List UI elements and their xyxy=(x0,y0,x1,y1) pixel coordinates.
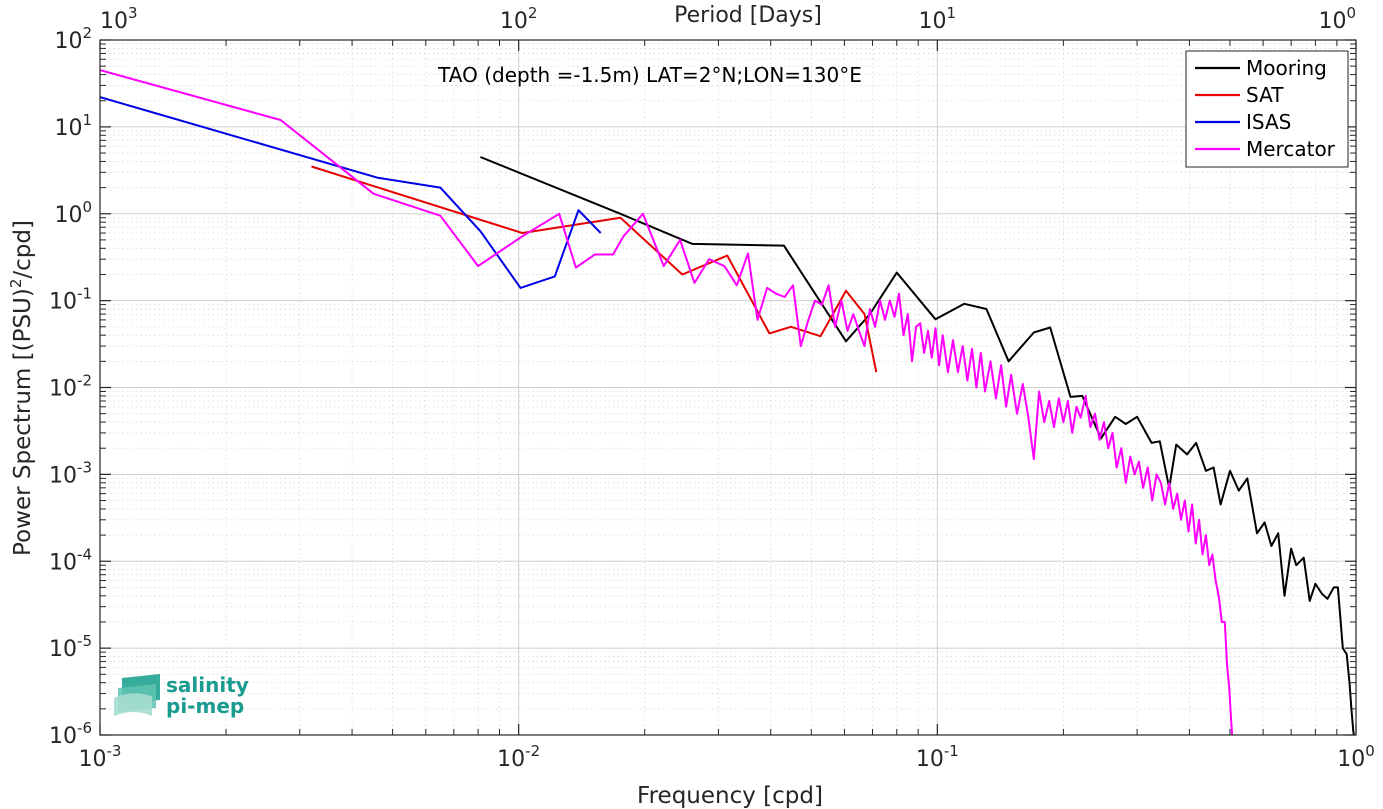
y-tick-base: 10 xyxy=(49,637,77,662)
x-tick-base: 10 xyxy=(916,747,944,772)
x-tick-base: 10 xyxy=(497,747,525,772)
top-tick-base: 10 xyxy=(100,9,128,34)
y-tick-exp: -4 xyxy=(77,545,92,563)
y-tick-exp: -1 xyxy=(77,285,92,303)
legend-label-sat: SAT xyxy=(1246,83,1284,107)
logo-text-salinity: salinity xyxy=(166,673,249,697)
x-tick-label: 10-2 xyxy=(497,742,540,772)
y-tick-label: 10-6 xyxy=(49,719,92,749)
top-tick-base: 10 xyxy=(500,9,528,34)
legend-label-mercator: Mercator xyxy=(1246,137,1336,161)
y-tick-base: 10 xyxy=(49,463,77,488)
series-line-mercator xyxy=(100,69,1234,735)
y-tick-base: 10 xyxy=(49,290,77,315)
logo-text-pimep: pi-mep xyxy=(166,694,244,718)
series-line-isas xyxy=(100,96,602,289)
y-tick-label: 10-2 xyxy=(49,372,92,402)
top-tick-label: 100 xyxy=(1318,4,1356,34)
y-tick-label: 100 xyxy=(54,198,92,228)
legend: Mooring SAT ISAS Mercator xyxy=(1185,50,1349,168)
x-tick-exp: -2 xyxy=(525,742,540,760)
y-tick-exp: 2 xyxy=(82,24,92,42)
y-tick-label: 102 xyxy=(54,24,92,54)
series-line-sat xyxy=(311,165,878,373)
x-axis-label: Frequency [cpd] xyxy=(637,783,823,809)
top-tick-exp: 3 xyxy=(128,4,138,22)
legend-entries: Mooring SAT ISAS Mercator xyxy=(1195,56,1336,161)
x-tick-exp: -3 xyxy=(107,742,122,760)
x-tick-exp: -1 xyxy=(944,742,959,760)
y-tick-exp: 1 xyxy=(82,111,92,129)
y-tick-label: 10-5 xyxy=(49,632,92,662)
y-axis-label-prefix: Power Spectrum [(PSU) xyxy=(10,288,36,556)
salinity-pi-mep-logo: salinity pi-mep xyxy=(114,673,249,718)
top-tick-exp: 0 xyxy=(1346,4,1356,22)
y-tick-exp: -2 xyxy=(77,372,92,390)
top-axis-label: Period [Days] xyxy=(674,3,822,28)
x-tick-label: 10-3 xyxy=(79,742,122,772)
x-tick-exp: 0 xyxy=(1365,742,1375,760)
legend-box xyxy=(1185,50,1349,168)
tick-marks xyxy=(99,39,1357,736)
y-tick-exp: -5 xyxy=(77,632,92,650)
y-tick-base: 10 xyxy=(54,116,82,141)
legend-label-isas: ISAS xyxy=(1246,110,1291,134)
chart-annotation: TAO (depth =-1.5m) LAT=2°N;LON=130°E xyxy=(437,63,862,87)
x-tick-base: 10 xyxy=(1337,747,1365,772)
y-tick-label: 10-4 xyxy=(49,545,92,575)
y-axis-label: Power Spectrum [(PSU)2/cpd] xyxy=(7,220,36,556)
top-tick-base: 10 xyxy=(1318,9,1346,34)
y-tick-base: 10 xyxy=(49,377,77,402)
y-tick-base: 10 xyxy=(54,29,82,54)
y-tick-label: 101 xyxy=(54,111,92,141)
logo-wave-3 xyxy=(114,693,152,716)
y-axis-label-suffix: /cpd] xyxy=(10,220,36,279)
top-tick-base: 10 xyxy=(919,9,947,34)
y-tick-base: 10 xyxy=(49,724,77,749)
major-grid xyxy=(99,39,1357,736)
x-tick-labels: 10-3 10-2 10-1 100 xyxy=(79,742,1375,772)
x-tick-base: 10 xyxy=(79,747,107,772)
top-tick-labels: 103 102 101 100 xyxy=(100,4,1356,34)
top-tick-exp: 2 xyxy=(528,4,538,22)
y-tick-base: 10 xyxy=(49,550,77,575)
top-tick-label: 101 xyxy=(919,4,957,34)
x-tick-label: 10-1 xyxy=(916,742,959,772)
y-tick-exp: 0 xyxy=(82,198,92,216)
y-tick-label: 10-1 xyxy=(49,285,92,315)
y-tick-exp: -3 xyxy=(77,458,92,476)
top-tick-label: 103 xyxy=(100,4,138,34)
x-tick-label: 100 xyxy=(1337,742,1375,772)
top-tick-label: 102 xyxy=(500,4,538,34)
top-tick-exp: 1 xyxy=(947,4,957,22)
y-tick-label: 10-3 xyxy=(49,458,92,488)
y-axis-label-sup: 2 xyxy=(7,279,25,289)
series-layer xyxy=(100,69,1355,735)
series-line-mooring xyxy=(480,156,1355,735)
y-tick-base: 10 xyxy=(54,203,82,228)
legend-label-mooring: Mooring xyxy=(1246,56,1327,80)
y-tick-exp: -6 xyxy=(77,719,92,737)
